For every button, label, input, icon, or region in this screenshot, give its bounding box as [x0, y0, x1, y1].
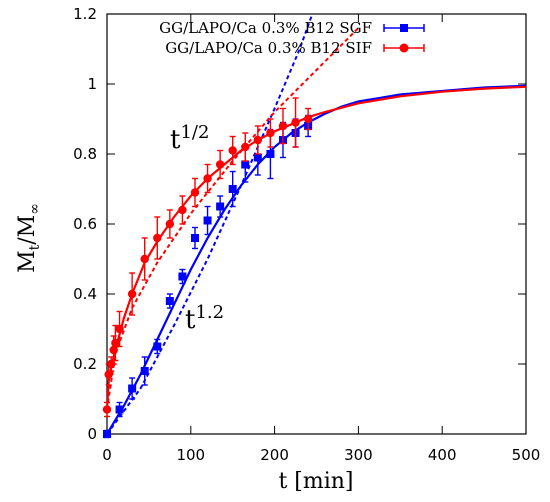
- data-point-sgf: [190, 234, 199, 242]
- powerlaw-curve-sgf: [107, 14, 314, 434]
- data-point-sif: [104, 370, 113, 379]
- y-tick-label: 1: [87, 75, 97, 93]
- data-point-sif: [203, 174, 212, 183]
- data-point-sif: [140, 254, 149, 264]
- legend-marker-sgf: [400, 24, 408, 32]
- legend-marker-sif: [399, 43, 409, 53]
- data-point-sgf: [128, 384, 137, 393]
- annotation-blue-exponent: t1.2: [185, 302, 224, 335]
- data-point-sif: [278, 121, 288, 131]
- y-tick-label: 0.8: [73, 145, 97, 163]
- data-point-sif: [215, 160, 225, 169]
- data-point-sgf: [266, 150, 275, 158]
- x-tick-label: 100: [176, 446, 205, 464]
- legend: GG/LAPO/Ca 0.3% B12 SGF GG/LAPO/Ca 0.3% …: [159, 19, 425, 57]
- y-tick-label: 0.6: [73, 215, 97, 233]
- data-point-sgf: [241, 160, 250, 169]
- data-point-sif: [253, 135, 263, 145]
- data-point-sgf: [203, 216, 212, 225]
- data-point-sif: [303, 114, 313, 124]
- x-tick-label: 500: [512, 446, 541, 464]
- y-tick-label: 0.2: [73, 355, 97, 373]
- data-point-sif: [127, 289, 137, 299]
- data-point-sif: [241, 142, 250, 152]
- y-axis-label: Mt/M∞: [15, 203, 43, 273]
- data-point-sif: [178, 205, 187, 215]
- legend-label-sgf: GG/LAPO/Ca 0.3% B12 SGF: [159, 19, 372, 37]
- data-point-sgf: [228, 185, 237, 193]
- data-point-sgf: [165, 297, 174, 305]
- data-point-sif: [102, 405, 112, 414]
- y-tick-label: 0: [87, 425, 97, 443]
- data-point-sgf: [153, 342, 162, 351]
- data-point-sgf: [216, 202, 225, 211]
- y-tick-label: 1.2: [73, 5, 97, 23]
- powerlaw-curve-sif: [107, 27, 360, 410]
- data-point-sif: [190, 188, 200, 197]
- svg-text:Mt/M∞: Mt/M∞: [15, 203, 43, 273]
- data-point-sif: [165, 219, 175, 229]
- data-point-sgf: [178, 272, 187, 281]
- x-tick-label: 0: [102, 446, 112, 464]
- data-point-sif: [153, 233, 162, 243]
- x-tick-label: 400: [428, 446, 457, 464]
- x-tick-label: 300: [344, 446, 373, 464]
- data-point-sif: [115, 324, 124, 334]
- x-tick-label: 200: [260, 446, 289, 464]
- data-point-sgf: [253, 153, 262, 162]
- x-axis-label: t [min]: [278, 469, 353, 494]
- y-tick-label: 0.4: [73, 285, 97, 303]
- data-point-sif: [228, 146, 237, 155]
- legend-label-sif: GG/LAPO/Ca 0.3% B12 SIF: [165, 39, 372, 57]
- annotation-red-exponent: t1/2: [170, 122, 209, 155]
- data-point-sgf: [140, 367, 149, 375]
- data-point-sif: [266, 128, 275, 138]
- data-point-sif: [111, 338, 120, 348]
- tick-labels: 0 100 200 300 400 500 0 0.2 0.4 0.6 0.8 1 1.2: [73, 5, 540, 464]
- data-point-sif: [291, 118, 300, 127]
- data-points: [102, 97, 313, 439]
- data-point-sgf: [103, 430, 111, 438]
- data-point-sgf: [115, 405, 124, 414]
- fit-curve-sgf: [107, 84, 526, 434]
